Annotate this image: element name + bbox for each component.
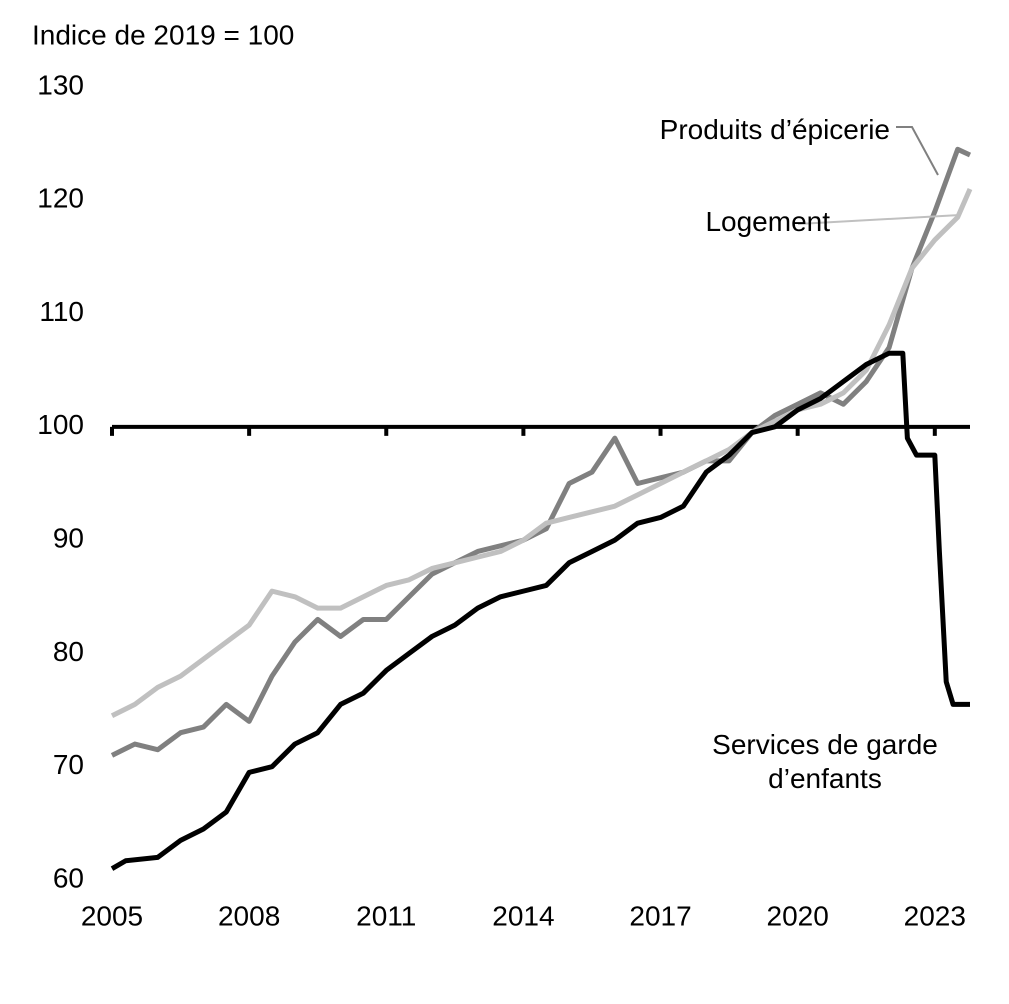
x-tick-label: 2014	[492, 900, 554, 931]
y-tick-label: 100	[37, 409, 84, 440]
series-label: Services de garde d’enfants	[712, 729, 938, 794]
y-tick-label: 70	[53, 749, 84, 780]
leader-line	[896, 126, 939, 176]
x-tick-label: 2017	[629, 900, 691, 931]
y-axis-label: Indice de 2019 = 100	[32, 19, 294, 50]
series-label: Logement	[705, 206, 830, 237]
y-tick-label: 90	[53, 523, 84, 554]
x-tick-label: 2011	[356, 900, 416, 931]
leader-line	[797, 214, 961, 225]
x-tick-label: 2020	[767, 900, 829, 931]
series-line	[110, 146, 972, 758]
x-tick-label: 2008	[218, 900, 280, 931]
series-line	[110, 350, 970, 871]
y-tick-label: 120	[37, 183, 84, 214]
y-tick-label: 80	[53, 636, 84, 667]
x-tick-label: 2023	[904, 900, 966, 931]
series-label: Produits d’épicerie	[659, 114, 890, 145]
y-tick-label: 110	[39, 296, 84, 327]
x-tick-label: 2005	[81, 900, 143, 931]
y-tick-label: 60	[53, 862, 84, 893]
y-tick-label: 130	[37, 69, 84, 100]
series-line	[110, 187, 973, 718]
